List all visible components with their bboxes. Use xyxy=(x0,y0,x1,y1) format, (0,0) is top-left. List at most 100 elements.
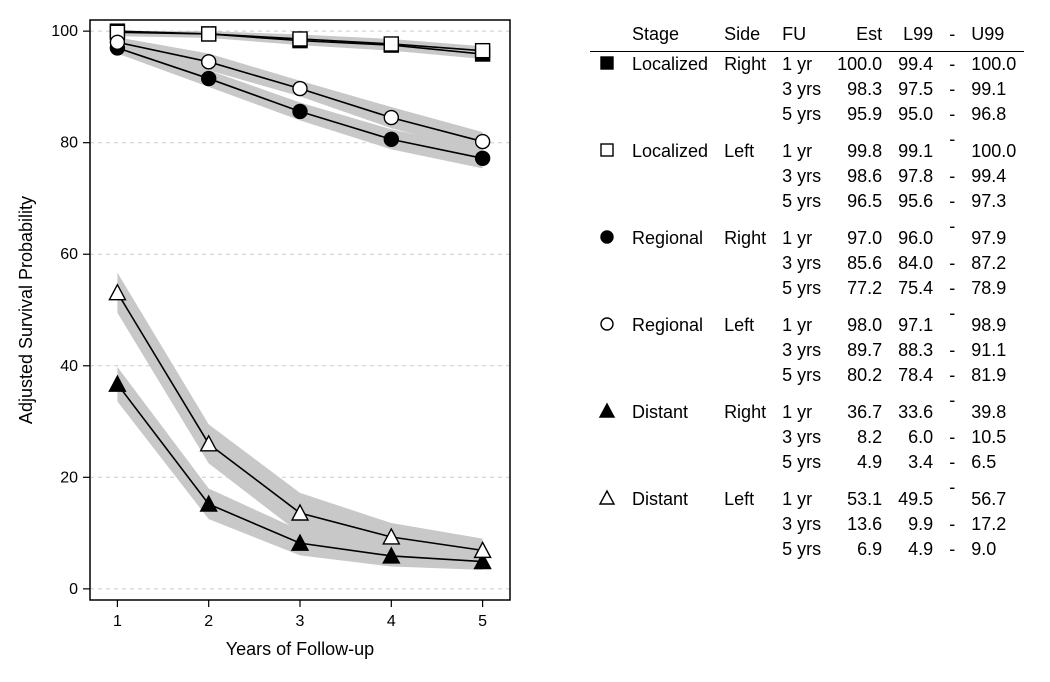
x-tick-label: 2 xyxy=(204,613,213,630)
triangle-filled-icon xyxy=(600,404,614,417)
u99-cell: 81.9 xyxy=(963,363,1024,388)
u99-cell: 9.0 xyxy=(963,537,1024,562)
ci-separator: - xyxy=(941,537,963,562)
table-row: 5 yrs95.995.0-96.8 xyxy=(590,102,1024,127)
marker-regional-left xyxy=(110,35,124,49)
table-row: RegionalLeft1 yr98.097.1-98.9 xyxy=(590,301,1024,338)
table-row: 3 yrs8.26.0-10.5 xyxy=(590,425,1024,450)
u99-cell: 56.7 xyxy=(963,475,1024,512)
ci-separator: - xyxy=(941,52,963,78)
l99-cell: 6.0 xyxy=(890,425,941,450)
u99-cell: 10.5 xyxy=(963,425,1024,450)
ci-separator: - xyxy=(941,301,963,338)
marker-localized-left xyxy=(476,44,490,58)
l99-cell: 3.4 xyxy=(890,450,941,475)
y-tick-label: 20 xyxy=(60,469,78,486)
marker-regional-right xyxy=(384,132,398,146)
est-cell: 4.9 xyxy=(829,450,890,475)
col-sep: - xyxy=(941,20,963,52)
est-cell: 77.2 xyxy=(829,276,890,301)
l99-cell: 4.9 xyxy=(890,537,941,562)
est-cell: 6.9 xyxy=(829,537,890,562)
ci-separator: - xyxy=(941,475,963,512)
side-label: Right xyxy=(716,52,774,78)
legend-marker xyxy=(590,214,624,251)
l99-cell: 96.0 xyxy=(890,214,941,251)
side-label: Left xyxy=(716,475,774,512)
estimates-table: StageSideFUEstL99-U99LocalizedRight1 yr1… xyxy=(590,20,1024,562)
l99-cell: 9.9 xyxy=(890,512,941,537)
l99-cell: 33.6 xyxy=(890,388,941,425)
stage-label: Localized xyxy=(624,52,716,78)
x-tick-label: 5 xyxy=(478,613,487,630)
fu-cell: 5 yrs xyxy=(774,450,829,475)
fu-cell: 1 yr xyxy=(774,388,829,425)
u99-cell: 87.2 xyxy=(963,251,1024,276)
fu-cell: 5 yrs xyxy=(774,189,829,214)
ci-separator: - xyxy=(941,102,963,127)
table-row: 3 yrs98.697.8-99.4 xyxy=(590,164,1024,189)
l99-cell: 97.8 xyxy=(890,164,941,189)
marker-regional-right xyxy=(202,72,216,86)
u99-cell: 91.1 xyxy=(963,338,1024,363)
fu-cell: 5 yrs xyxy=(774,276,829,301)
marker-regional-left xyxy=(202,55,216,69)
ci-separator: - xyxy=(941,164,963,189)
fu-cell: 5 yrs xyxy=(774,537,829,562)
est-cell: 95.9 xyxy=(829,102,890,127)
ci-separator: - xyxy=(941,214,963,251)
table-row: 3 yrs85.684.0-87.2 xyxy=(590,251,1024,276)
marker-regional-left xyxy=(384,111,398,125)
table-row: 5 yrs4.93.4-6.5 xyxy=(590,450,1024,475)
est-cell: 97.0 xyxy=(829,214,890,251)
legend-marker xyxy=(590,475,624,512)
circle-open-icon xyxy=(598,315,616,333)
ci-separator: - xyxy=(941,338,963,363)
figure-container: 12345020406080100Years of Follow-upAdjus… xyxy=(0,0,1050,682)
est-cell: 89.7 xyxy=(829,338,890,363)
fu-cell: 1 yr xyxy=(774,214,829,251)
ci-separator: - xyxy=(941,77,963,102)
est-cell: 98.6 xyxy=(829,164,890,189)
table-row: 5 yrs96.595.6-97.3 xyxy=(590,189,1024,214)
side-label: Right xyxy=(716,214,774,251)
col-side: Side xyxy=(716,20,774,52)
l99-cell: 49.5 xyxy=(890,475,941,512)
est-cell: 100.0 xyxy=(829,52,890,78)
col-est: Est xyxy=(829,20,890,52)
y-tick-label: 0 xyxy=(69,581,78,598)
square-filled-icon xyxy=(598,54,616,72)
est-cell: 85.6 xyxy=(829,251,890,276)
l99-cell: 84.0 xyxy=(890,251,941,276)
ci-separator: - xyxy=(941,189,963,214)
legend-marker xyxy=(590,52,624,78)
fu-cell: 3 yrs xyxy=(774,77,829,102)
table-row: DistantRight1 yr36.733.6-39.8 xyxy=(590,388,1024,425)
est-cell: 99.8 xyxy=(829,127,890,164)
fu-cell: 5 yrs xyxy=(774,363,829,388)
table-row: 3 yrs89.788.3-91.1 xyxy=(590,338,1024,363)
u99-cell: 100.0 xyxy=(963,52,1024,78)
marker-localized-left xyxy=(202,27,216,41)
side-label: Right xyxy=(716,388,774,425)
circle-filled-icon xyxy=(601,231,613,243)
u99-cell: 96.8 xyxy=(963,102,1024,127)
est-cell: 80.2 xyxy=(829,363,890,388)
table-row: 5 yrs77.275.4-78.9 xyxy=(590,276,1024,301)
ci-separator: - xyxy=(941,251,963,276)
stage-label: Localized xyxy=(624,127,716,164)
est-cell: 98.0 xyxy=(829,301,890,338)
u99-cell: 100.0 xyxy=(963,127,1024,164)
ci-separator: - xyxy=(941,127,963,164)
u99-cell: 99.4 xyxy=(963,164,1024,189)
l99-cell: 99.1 xyxy=(890,127,941,164)
u99-cell: 78.9 xyxy=(963,276,1024,301)
stage-label: Regional xyxy=(624,301,716,338)
fu-cell: 1 yr xyxy=(774,52,829,78)
u99-cell: 99.1 xyxy=(963,77,1024,102)
l99-cell: 97.1 xyxy=(890,301,941,338)
ci-separator: - xyxy=(941,512,963,537)
y-tick-label: 40 xyxy=(60,358,78,375)
survival-chart: 12345020406080100Years of Follow-upAdjus… xyxy=(0,0,560,682)
l99-cell: 88.3 xyxy=(890,338,941,363)
